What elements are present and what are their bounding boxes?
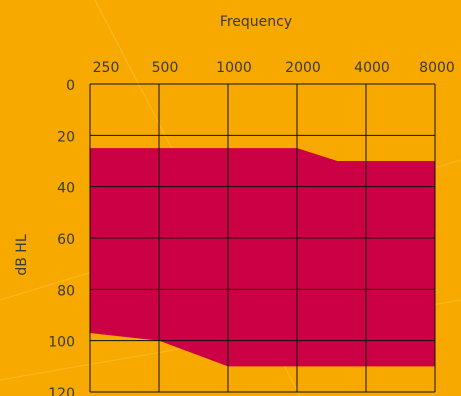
x-tick-label: 250 — [93, 60, 120, 76]
y-tick-label: 0 — [66, 78, 75, 94]
chart-title: Frequency — [220, 14, 292, 30]
y-tick-label: 80 — [57, 283, 75, 299]
y-tick-label: 60 — [57, 232, 75, 248]
x-tick-label: 1000 — [216, 60, 252, 76]
x-tick-label: 4000 — [354, 60, 390, 76]
y-tick-label: 100 — [48, 335, 75, 351]
y-axis-label: dB HL — [14, 234, 30, 275]
y-tick-label: 120 — [48, 386, 75, 396]
y-tick-label: 20 — [57, 129, 75, 145]
hearing-range-area — [90, 148, 435, 367]
x-tick-label: 8000 — [419, 60, 455, 76]
x-tick-label: 2000 — [285, 60, 321, 76]
y-tick-label: 40 — [57, 181, 75, 197]
x-tick-label: 500 — [152, 60, 179, 76]
